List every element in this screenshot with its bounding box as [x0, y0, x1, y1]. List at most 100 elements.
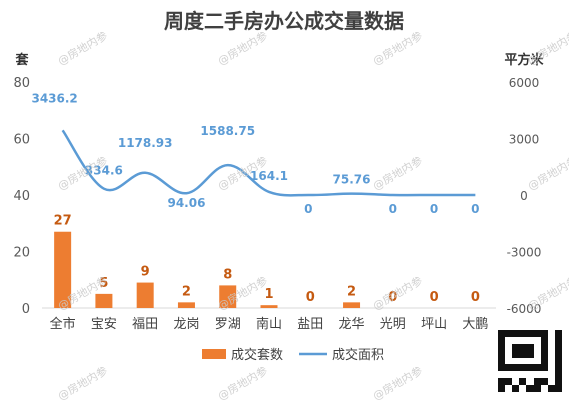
qr-module: [540, 385, 548, 392]
bar-南山: [260, 305, 278, 308]
x-tick-label: 福田: [132, 317, 158, 332]
qr-module: [533, 357, 541, 365]
bar-宝安: [95, 293, 113, 308]
qr-module: [526, 378, 534, 386]
line-data-label: 75.76: [333, 173, 371, 187]
qr-module: [554, 378, 562, 386]
qr-module: [505, 371, 513, 379]
x-tick-label: 罗湖: [215, 317, 241, 332]
line-data-label: 0: [471, 202, 479, 216]
qr-module: [533, 371, 541, 379]
qr-module: [512, 350, 520, 358]
line-data-label: 94.06: [167, 196, 205, 210]
qr-code-image: [498, 330, 562, 392]
qr-module: [540, 336, 548, 344]
left-tick-label: 20: [13, 246, 30, 261]
qr-module: [554, 343, 562, 351]
line-data-label: 0: [304, 202, 312, 216]
x-tick-label: 光明: [380, 317, 406, 332]
line-data-label: 334.6: [85, 164, 123, 178]
qr-module: [547, 350, 555, 358]
qr-module: [498, 371, 506, 379]
left-axis-unit: 套: [14, 52, 29, 68]
area-series-line: [61, 129, 476, 197]
qr-module: [547, 330, 555, 337]
bar-龙华: [343, 302, 361, 308]
qr-module: [505, 357, 513, 365]
bar-data-label: 9: [141, 265, 150, 280]
qr-module: [554, 336, 562, 344]
qr-module: [547, 385, 555, 392]
qr-module: [519, 336, 527, 344]
qr-module: [512, 330, 520, 337]
x-tick-label: 全市: [50, 316, 76, 332]
left-tick-label: 40: [13, 189, 30, 204]
qr-module: [540, 371, 548, 379]
qr-module: [533, 330, 541, 337]
qr-module: [547, 357, 555, 365]
bar-data-label: 8: [223, 267, 232, 282]
bar-全市: [54, 231, 72, 308]
qr-module: [540, 357, 548, 365]
right-axis-unit: 平方米: [504, 52, 544, 68]
x-tick-label: 龙岗: [173, 317, 199, 332]
qr-module: [519, 343, 527, 351]
qr-module: [533, 343, 541, 351]
line-data-label: 1588.75: [200, 124, 255, 138]
qr-module: [533, 385, 541, 392]
qr-module: [547, 343, 555, 351]
line-data-label: 164.1: [250, 169, 288, 183]
qr-module: [554, 371, 562, 379]
qr-module: [505, 350, 513, 358]
qr-module: [505, 343, 513, 351]
left-tick-label: 0: [22, 302, 30, 317]
qr-module: [554, 364, 562, 372]
qr-module: [533, 350, 541, 358]
qr-module: [498, 385, 506, 392]
qr-module: [547, 378, 555, 386]
qr-module: [547, 364, 555, 372]
left-tick-label: 60: [13, 133, 30, 148]
qr-module: [498, 357, 506, 365]
legend-swatch-bars: [202, 349, 226, 359]
qr-module: [498, 350, 506, 358]
right-tick-label: -3000: [507, 246, 542, 260]
qr-module: [498, 343, 506, 351]
qr-module: [519, 371, 527, 379]
qr-module: [547, 336, 555, 344]
qr-module: [519, 378, 527, 386]
qr-module: [554, 357, 562, 365]
qr-module: [540, 364, 548, 372]
bar-龙岗: [177, 302, 195, 308]
qr-module: [512, 378, 520, 386]
right-tick-label: 0: [520, 189, 528, 203]
qr-module: [519, 330, 527, 337]
x-tick-label: 盐田: [297, 317, 323, 332]
qr-module: [526, 385, 534, 392]
qr-module: [512, 336, 520, 344]
qr-module: [512, 364, 520, 372]
right-tick-label: 6000: [509, 76, 540, 90]
legend-label-bars: 成交套数: [231, 347, 283, 363]
bar-data-label: 5: [99, 276, 108, 291]
qr-module: [498, 336, 506, 344]
qr-module: [519, 385, 527, 392]
qr-module: [519, 357, 527, 365]
bar-data-label: 2: [182, 284, 191, 299]
bar-data-label: 0: [471, 290, 480, 305]
qr-module: [512, 357, 520, 365]
line-data-label: 0: [389, 202, 397, 216]
x-tick-label: 南山: [256, 316, 282, 332]
bar-data-label: 27: [54, 214, 72, 229]
legend-label-line: 成交面积: [332, 347, 384, 363]
qr-module: [554, 330, 562, 337]
x-tick-label: 宝安: [91, 317, 117, 332]
qr-module: [498, 364, 506, 372]
line-data-label: 3436.2: [31, 91, 77, 105]
qr-module: [505, 330, 513, 337]
qr-module: [540, 378, 548, 386]
bar-data-label: 0: [306, 290, 315, 305]
qr-module: [526, 364, 534, 372]
qr-module: [526, 336, 534, 344]
